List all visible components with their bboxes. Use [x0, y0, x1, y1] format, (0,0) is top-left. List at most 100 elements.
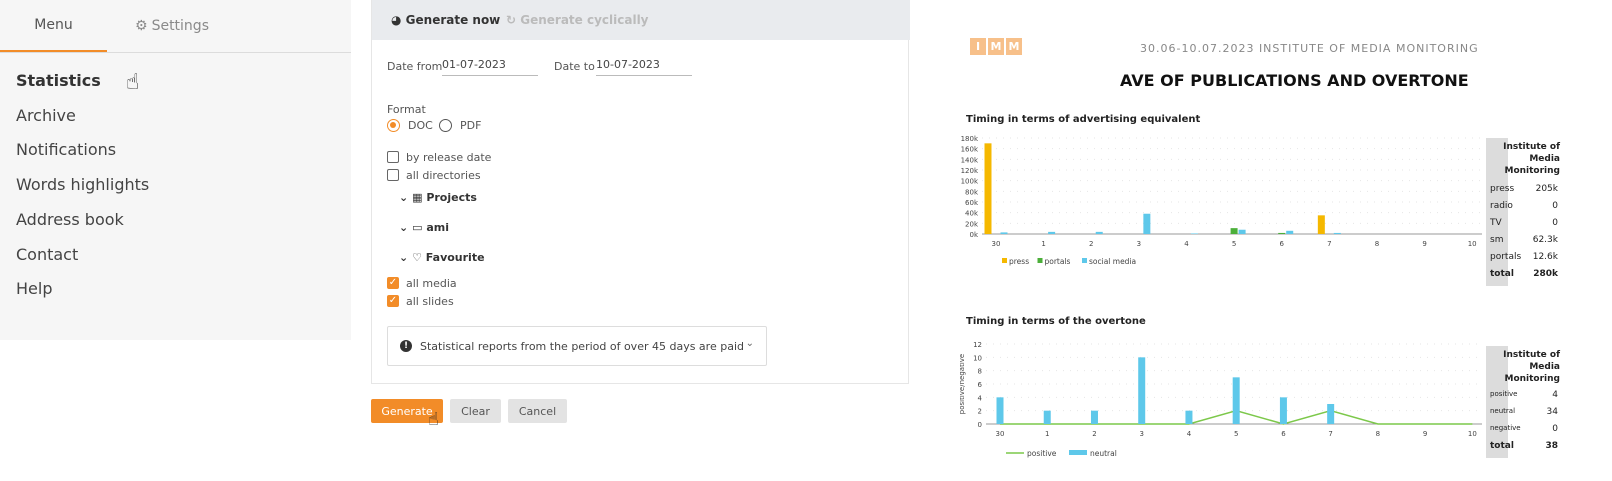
x-tick-label: 1 [1041, 240, 1045, 248]
table-icon: ▦ [412, 191, 423, 204]
cancel-button[interactable]: Cancel [508, 399, 567, 423]
bar-neutral [1232, 377, 1240, 424]
x-tick-label: 10 [1468, 240, 1477, 248]
info-icon: ! [400, 340, 412, 352]
legend-swatch [1037, 258, 1043, 263]
y-tick-label: 60k [965, 199, 979, 207]
bar-social-media [1190, 233, 1198, 234]
bar-neutral [1090, 410, 1098, 424]
menu-item-archive[interactable]: Archive [16, 106, 76, 125]
summary-header: Institute of Media Monitoring [1503, 142, 1560, 176]
by-release-date-checkbox[interactable] [387, 151, 399, 163]
gear-icon: ⚙ [135, 18, 148, 34]
all-media-checkbox[interactable]: ✓ [387, 277, 399, 289]
summary-row: portals 12.6k [1486, 249, 1562, 266]
y-tick-label: 12 [973, 341, 982, 349]
chevron-down-icon: ⌄ [399, 251, 409, 264]
summary-value: 62.3k [1532, 235, 1558, 245]
report-date-line: 30.06-10.07.2023 INSTITUTE OF MEDIA MONI… [1140, 42, 1479, 55]
legend-label: press [1009, 257, 1029, 266]
tab-generate-cyclically[interactable]: ↻ Generate cyclically [506, 13, 649, 27]
y-tick-label: 20k [965, 220, 979, 228]
format-doc-radio[interactable] [387, 119, 400, 132]
y-axis-label: positive/negative [960, 354, 966, 414]
y-tick-label: 8 [978, 368, 982, 376]
summary-value: 38 [1545, 441, 1558, 451]
tab-menu[interactable]: Menu [0, 0, 107, 52]
tree-item-ami[interactable]: ⌄ ▭ ami [399, 221, 449, 234]
summary-gray-column [1486, 138, 1508, 286]
y-tick-label: 2 [978, 408, 982, 416]
imm-logo: I M M [970, 38, 1022, 55]
legend-label: neutral [1090, 449, 1117, 458]
x-tick-label: 3 [1137, 240, 1141, 248]
bar-social-media [1048, 231, 1056, 234]
all-directories-checkbox[interactable] [387, 169, 399, 181]
tab-generate-now[interactable]: ◕ Generate now [391, 13, 501, 27]
all-slides-checkbox[interactable]: ✓ [387, 295, 399, 307]
bar-press [984, 143, 992, 234]
y-tick-label: 160k [961, 146, 979, 154]
menu-item-contact[interactable]: Contact [16, 245, 79, 264]
tab-menu-label: Menu [34, 17, 73, 33]
tree-item-projects[interactable]: ⌄ ▦ Projects [399, 191, 477, 204]
menu-item-address-book[interactable]: Address book [16, 210, 124, 229]
ave-summary-table: Institute of Media Monitoring press 205k … [1486, 138, 1562, 286]
bar-portals [1230, 228, 1238, 234]
tab-settings[interactable]: ⚙ Settings [122, 0, 222, 52]
menu-item-help[interactable]: Help [16, 279, 53, 298]
menu-item-words-highlights[interactable]: Words highlights [16, 175, 150, 194]
tree-item-favourite[interactable]: ⌄ ♡ Favourite [399, 251, 485, 264]
x-tick-label: 9 [1423, 430, 1427, 438]
all-media-label: all media [406, 277, 457, 290]
y-tick-label: 100k [961, 178, 979, 186]
summary-row: positive 4 [1486, 387, 1562, 404]
bar-press [1317, 215, 1325, 234]
tab-generate-cyclically-label: Generate cyclically [520, 13, 649, 27]
summary-value: 4 [1552, 390, 1558, 400]
y-tick-label: 0 [978, 421, 982, 429]
heart-icon: ♡ [412, 251, 422, 264]
paid-period-notice[interactable]: ! Statistical reports from the period of… [387, 326, 767, 366]
summary-key: negative [1490, 424, 1521, 432]
menu-item-notifications[interactable]: Notifications [16, 140, 117, 159]
summary-value: 34 [1546, 407, 1558, 417]
x-tick-label: 7 [1327, 240, 1331, 248]
x-tick-label: 9 [1422, 240, 1426, 248]
legend-label: positive [1027, 449, 1057, 458]
bar-social-media [1238, 229, 1246, 234]
format-doc-label: DOC [408, 119, 433, 132]
menu-item-statistics[interactable]: Statistics [16, 71, 101, 90]
bar-neutral [1279, 397, 1287, 424]
logo-letter: M [1006, 38, 1022, 55]
generate-button[interactable]: Generate [371, 399, 443, 423]
cancel-button-label: Cancel [518, 404, 557, 418]
summary-key: radio [1490, 201, 1513, 211]
legend-swatch [1069, 450, 1087, 455]
bar-social-media [1143, 213, 1151, 234]
y-tick-label: 40k [965, 210, 979, 218]
format-pdf-radio[interactable] [439, 119, 452, 132]
y-tick-label: 0k [969, 231, 978, 239]
x-tick-label: 1 [1045, 430, 1049, 438]
summary-value: 0 [1552, 201, 1558, 211]
date-from-field[interactable]: 01-07-2023 [442, 58, 538, 76]
bar-social-media [1286, 230, 1294, 234]
logo-letter: I [970, 38, 986, 55]
y-tick-label: 140k [961, 156, 979, 164]
x-tick-label: 2 [1092, 430, 1096, 438]
clear-button[interactable]: Clear [450, 399, 501, 423]
hand-cursor-icon: ☝ [126, 70, 140, 95]
section-overtone-title: Timing in terms of the overtone [966, 316, 1146, 327]
date-from-label: Date from [387, 60, 443, 73]
summary-key: total [1490, 441, 1514, 451]
legend-swatch [1082, 258, 1087, 263]
date-to-field[interactable]: 10-07-2023 [596, 58, 692, 76]
summary-row: neutral 34 [1486, 404, 1562, 421]
bar-neutral [1327, 404, 1335, 424]
summary-value: 280k [1533, 269, 1558, 279]
x-tick-label: 30 [996, 430, 1005, 438]
bar-neutral [996, 397, 1004, 424]
bar-social-media [1000, 232, 1008, 234]
